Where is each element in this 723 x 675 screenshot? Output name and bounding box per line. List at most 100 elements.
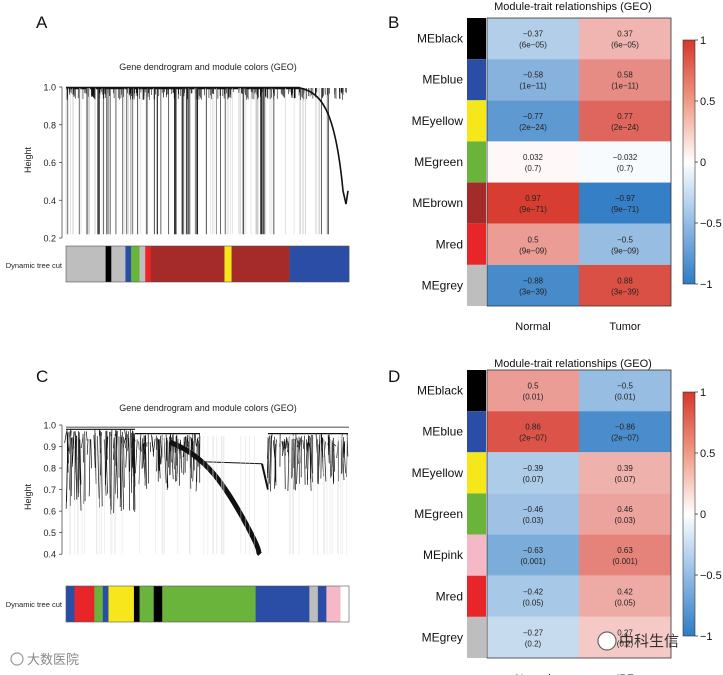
dendrogram-leaf bbox=[65, 431, 69, 509]
row-label-meblack: MEblack bbox=[417, 384, 464, 398]
yaxis-tick-label: 1.0 bbox=[43, 421, 56, 431]
dendrogram-leaf bbox=[133, 437, 136, 510]
cell-pvalue-label: (0.7) bbox=[617, 164, 634, 173]
dendrogram-leaf bbox=[99, 432, 101, 445]
module-swatch-megrey bbox=[467, 616, 486, 658]
watermark-right: 中科生信 bbox=[597, 631, 679, 651]
dendrogram-leaf bbox=[113, 438, 115, 449]
dendrogram-leaf bbox=[274, 436, 276, 482]
heatmap-cell bbox=[579, 534, 671, 576]
module-strip-segment bbox=[150, 246, 225, 282]
module-swatch-meblue bbox=[467, 59, 486, 101]
column-label-normal: Normal bbox=[515, 321, 550, 333]
cell-value-label: −0.27 bbox=[523, 628, 544, 637]
module-strip-segment bbox=[231, 246, 290, 282]
yaxis-tick-label: 1.0 bbox=[43, 83, 56, 93]
cell-value-label: −0.58 bbox=[523, 71, 544, 80]
dendrogram-leaf bbox=[141, 438, 143, 470]
dendrogram-leaf bbox=[270, 440, 272, 492]
cell-value-label: 0.58 bbox=[617, 71, 633, 80]
module-strip-segment bbox=[289, 246, 350, 282]
module-strip-segment bbox=[108, 586, 135, 622]
module-strip-segment bbox=[66, 246, 106, 282]
dendrogram-leaf bbox=[78, 432, 82, 511]
module-strip-segment bbox=[317, 586, 327, 622]
dendrogram-leaf bbox=[282, 441, 285, 455]
dendrogram-leaf bbox=[333, 443, 337, 447]
dendrogram-a bbox=[65, 86, 349, 235]
cell-value-label: 0.032 bbox=[523, 153, 544, 162]
module-strip-segment bbox=[255, 586, 310, 622]
dendrogram-leaf bbox=[300, 436, 302, 464]
cell-value-label: −0.77 bbox=[523, 112, 544, 121]
dendrogram-leaf bbox=[281, 441, 284, 451]
dendrogram-a-strip-label: Dynamic tree cut bbox=[6, 261, 63, 270]
dendrogram-leaf bbox=[293, 439, 296, 490]
heatmap-border bbox=[486, 17, 672, 307]
row-label-megreen: MEgreen bbox=[414, 155, 463, 169]
module-swatch-meyellow bbox=[467, 452, 486, 494]
color-legend-b: 1 0.5 0 −0.5 −1 bbox=[682, 35, 722, 291]
legend-tick-label: 0.5 bbox=[700, 448, 715, 460]
row-label-mred: Mred bbox=[436, 589, 463, 603]
heatmap-cell bbox=[487, 100, 579, 142]
yaxis-tick-label: 0.4 bbox=[43, 196, 56, 206]
module-swatch-mred bbox=[467, 575, 486, 617]
cell-pvalue-label: (0.001) bbox=[520, 557, 546, 566]
legend-tick-label: 1 bbox=[700, 387, 706, 399]
dendrogram-leaf bbox=[138, 441, 140, 451]
dendrogram-leaf bbox=[163, 437, 167, 484]
dendrogram-leaf bbox=[90, 439, 92, 469]
legend-tick-label: 0 bbox=[700, 509, 706, 521]
cell-pvalue-label: (0.01) bbox=[523, 393, 544, 402]
yaxis-tick-label: 0.8 bbox=[43, 464, 56, 474]
legend-tick-label: −0.5 bbox=[700, 218, 722, 230]
dendrogram-leaf bbox=[307, 435, 309, 480]
heatmap-cell bbox=[579, 100, 671, 142]
module-strip-segment bbox=[111, 246, 126, 282]
module-strip-segment bbox=[133, 586, 140, 622]
dendrogram-leaf bbox=[156, 437, 158, 472]
cell-pvalue-label: (9e−09) bbox=[611, 246, 639, 255]
cell-pvalue-label: (0.05) bbox=[615, 598, 636, 607]
dendrogram-leaf bbox=[194, 434, 197, 446]
dendrogram-leaf bbox=[309, 435, 312, 491]
dendrogram-a-yaxis: 1.0 0.8 0.6 0.4 0.2 bbox=[43, 83, 63, 244]
legend-colorbar bbox=[682, 39, 696, 285]
cell-value-label: −0.032 bbox=[613, 153, 638, 162]
module-swatch-megreen bbox=[467, 141, 486, 183]
cell-value-label: 0.37 bbox=[617, 30, 633, 39]
heatmap-cell bbox=[487, 616, 579, 658]
watermark-left-icon bbox=[10, 652, 24, 666]
dendrogram-leaf bbox=[97, 436, 100, 499]
heatmap-cell bbox=[579, 18, 671, 60]
dendrogram-leaf bbox=[125, 434, 128, 468]
module-strip-segment bbox=[139, 246, 146, 282]
cell-value-label: −0.39 bbox=[523, 464, 544, 473]
dendrogram-leaf bbox=[268, 435, 272, 484]
module-strip-segment bbox=[153, 586, 163, 622]
yaxis-tick-label: 0.2 bbox=[43, 234, 56, 244]
module-strip-segment bbox=[145, 246, 152, 282]
panel-letter-c: C bbox=[36, 367, 48, 386]
heatmap-cell bbox=[487, 575, 579, 617]
heatmap-cell bbox=[579, 264, 671, 306]
heatmap-cell bbox=[487, 493, 579, 535]
heatmap-cell bbox=[487, 452, 579, 494]
module-strip-segment bbox=[66, 586, 75, 622]
dendrogram-leaf bbox=[131, 430, 134, 483]
heatmap-cell bbox=[487, 264, 579, 306]
dendrogram-c-ylabel: Height bbox=[23, 483, 33, 510]
module-swatch-meblack bbox=[467, 370, 486, 412]
dendrogram-c-yaxis: 1.0 0.9 0.8 0.7 0.6 0.5 0.4 bbox=[43, 421, 63, 560]
cell-value-label: 0.42 bbox=[617, 587, 633, 596]
dendrogram-leaf bbox=[296, 442, 299, 448]
cell-value-label: −0.5 bbox=[617, 382, 633, 391]
dendrogram-leaf bbox=[88, 438, 91, 497]
dendrogram-leaf bbox=[72, 431, 75, 450]
yaxis-tick-label: 0.4 bbox=[43, 550, 56, 560]
module-strip-a bbox=[65, 245, 350, 283]
cell-value-label: −0.5 bbox=[617, 235, 633, 244]
row-label-megrey: MEgrey bbox=[422, 278, 463, 292]
column-label-tumor: Tumor bbox=[609, 321, 641, 333]
